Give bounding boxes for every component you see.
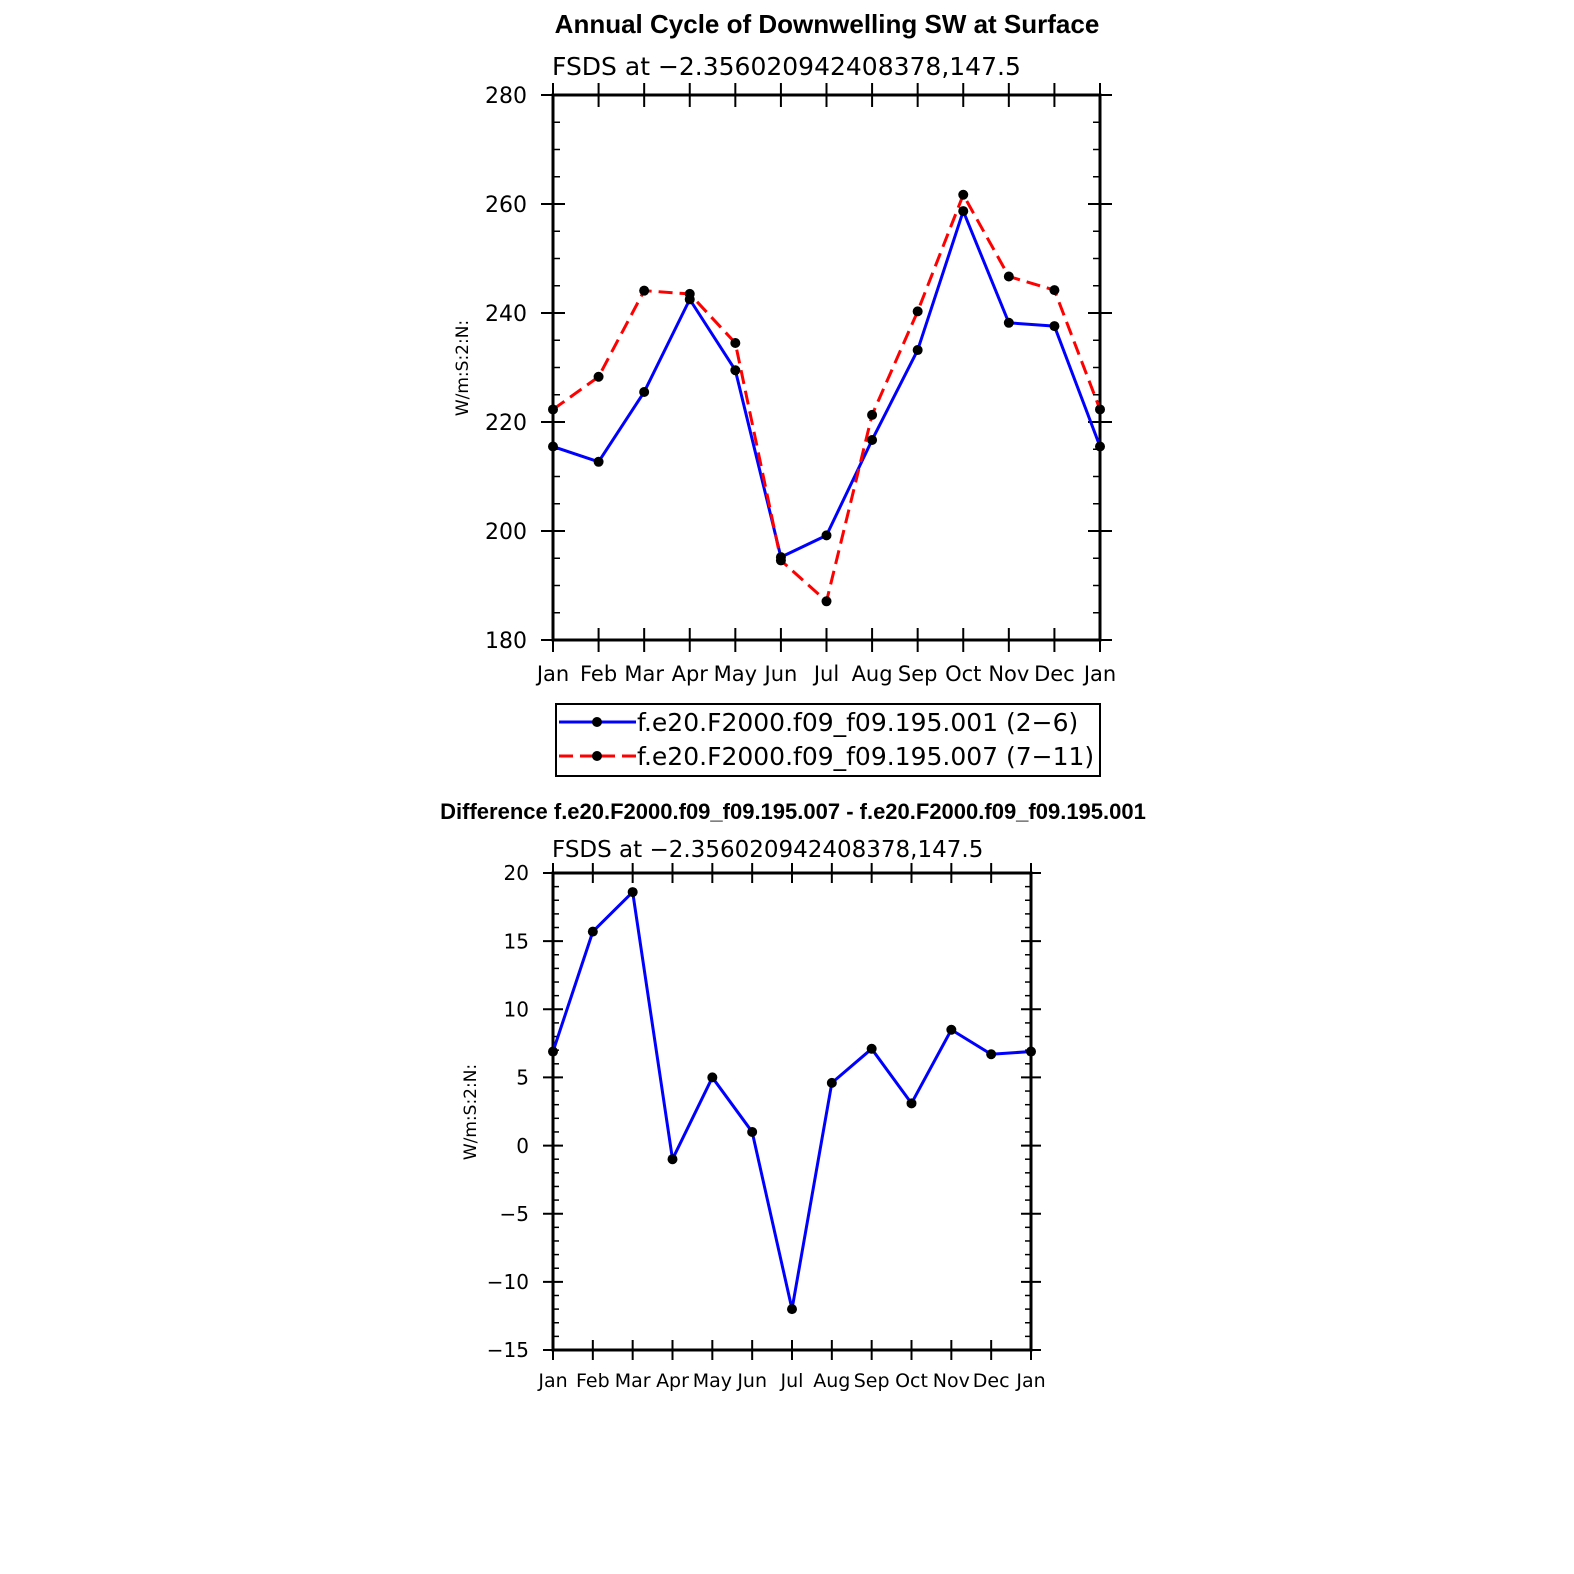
data-point-series-1 <box>1049 321 1060 332</box>
data-point-series-1 <box>1026 1046 1036 1057</box>
data-point-series-1 <box>1003 317 1014 328</box>
data-point-series-2 <box>1095 404 1105 415</box>
data-point-series-2 <box>1003 271 1014 282</box>
y-tick-label: 0 <box>516 1134 529 1158</box>
chart1-legend: f.e20.F2000.f09_f09.195.001 (2−6) f.e20.… <box>555 703 1101 777</box>
data-point-series-1 <box>747 1126 758 1137</box>
chart1-legend-box <box>555 703 1101 777</box>
plot-frame <box>551 93 1102 642</box>
x-tick-label: Sep <box>898 662 938 686</box>
x-tick-label: Oct <box>895 1370 928 1392</box>
chart2-subtitle: FSDS at −2.356020942408378,147.5 <box>552 837 983 863</box>
legend-marker-series-1 <box>592 717 602 727</box>
legend-marker-series-2 <box>592 751 602 761</box>
x-tick-label: May <box>693 1370 732 1392</box>
data-point-series-2 <box>548 404 558 415</box>
data-point-series-1 <box>958 206 969 217</box>
data-point-series-1 <box>548 1046 558 1057</box>
legend-label-series-1: f.e20.F2000.f09_f09.195.001 (2−6) <box>637 708 1078 737</box>
data-point-series-1 <box>826 1077 837 1088</box>
data-point-series-1 <box>667 1154 678 1165</box>
x-tick-label: Jun <box>763 662 798 686</box>
x-tick-label: Dec <box>973 1370 1010 1392</box>
data-point-series-2 <box>639 285 650 296</box>
x-tick-label: Mar <box>624 662 664 686</box>
legend-label-series-2: f.e20.F2000.f09_f09.195.007 (7−11) <box>637 742 1094 771</box>
data-point-series-2 <box>730 337 741 348</box>
x-tick-label: Nov <box>933 1370 970 1392</box>
data-point-series-1 <box>593 456 604 467</box>
data-point-series-1 <box>912 345 923 356</box>
x-tick-label: Jul <box>780 1370 804 1392</box>
data-point-series-1 <box>730 365 741 376</box>
y-tick-label: −10 <box>487 1270 529 1294</box>
data-point-series-1 <box>906 1098 917 1109</box>
x-tick-label: Dec <box>1034 662 1075 686</box>
data-point-series-1 <box>986 1049 997 1060</box>
y-tick-label: −15 <box>487 1338 529 1362</box>
x-tick-label: Apr <box>672 662 709 686</box>
chart1-title: Annual Cycle of Downwelling SW at Surfac… <box>555 9 1100 39</box>
plot-frame <box>551 871 1033 1352</box>
y-tick-label: 200 <box>485 520 527 545</box>
y-tick-label: 180 <box>485 629 527 654</box>
data-point-series-2 <box>593 371 604 382</box>
x-tick-label: Apr <box>656 1370 689 1392</box>
data-point-series-2 <box>867 409 878 420</box>
y-tick-label: −5 <box>500 1202 529 1226</box>
chart2-ylabel: W/m:S:2:N: <box>461 1064 481 1160</box>
data-point-series-1 <box>787 1304 797 1315</box>
data-point-series-1 <box>821 530 832 541</box>
x-tick-label: Jan <box>1082 662 1116 686</box>
y-tick-label: 20 <box>504 861 529 885</box>
data-point-series-1 <box>627 887 638 898</box>
data-point-series-1 <box>867 434 878 445</box>
chart1-ylabel: W/m:S:2:N: <box>453 320 473 416</box>
x-tick-label: Jan <box>537 1370 567 1392</box>
difference-chart: Difference f.e20.F2000.f09_f09.195.007 -… <box>440 799 1146 1392</box>
y-tick-label: 10 <box>504 997 529 1021</box>
x-tick-label: Sep <box>854 1370 890 1392</box>
y-tick-label: 5 <box>516 1066 529 1090</box>
data-point-series-2 <box>1049 285 1060 296</box>
x-tick-label: May <box>714 662 757 686</box>
data-point-series-1 <box>1095 441 1105 452</box>
data-point-series-1 <box>707 1072 718 1083</box>
y-tick-label: 280 <box>485 84 527 109</box>
x-tick-label: Mar <box>615 1370 651 1392</box>
x-tick-label: Jul <box>812 662 839 686</box>
data-point-series-1 <box>587 926 598 937</box>
x-tick-label: Jan <box>1015 1370 1045 1392</box>
chart2-title: Difference f.e20.F2000.f09_f09.195.007 -… <box>440 799 1146 824</box>
x-tick-label: Aug <box>813 1370 850 1392</box>
chart1-plot-area: Jan Feb Mar Apr May Jun Jul Aug Sep Oct Nov Dec Jan 1… <box>485 83 1116 686</box>
x-tick-label: Nov <box>988 662 1029 686</box>
y-tick-label: 260 <box>485 193 527 218</box>
series-line-1 <box>552 209 1102 559</box>
chart2-plot-area: Jan Feb Mar Apr May Jun Jul Aug Sep Oct Nov Dec Jan−… <box>487 861 1046 1392</box>
x-tick-label: Aug <box>852 662 893 686</box>
y-tick-label: 220 <box>485 411 527 436</box>
x-tick-label: Jan <box>535 662 569 686</box>
y-tick-label: 240 <box>485 302 527 327</box>
data-point-series-1 <box>866 1043 877 1054</box>
x-tick-label: Feb <box>580 662 617 686</box>
annual-cycle-chart: Annual Cycle of Downwelling SW at Surfac… <box>453 9 1116 777</box>
y-tick-label: 15 <box>504 929 529 953</box>
x-tick-label: Oct <box>945 662 981 686</box>
data-point-series-1 <box>639 387 650 398</box>
x-tick-label: Jun <box>736 1370 767 1392</box>
data-point-series-2 <box>958 189 969 200</box>
series-line-1 <box>551 890 1032 1311</box>
data-point-series-2 <box>684 288 695 299</box>
data-point-series-1 <box>548 441 558 452</box>
data-point-series-2 <box>775 555 786 566</box>
data-point-series-2 <box>912 306 923 317</box>
data-point-series-2 <box>821 596 832 607</box>
x-tick-label: Feb <box>576 1370 610 1392</box>
chart1-subtitle: FSDS at −2.356020942408378,147.5 <box>552 52 1021 81</box>
data-point-series-1 <box>946 1024 957 1035</box>
